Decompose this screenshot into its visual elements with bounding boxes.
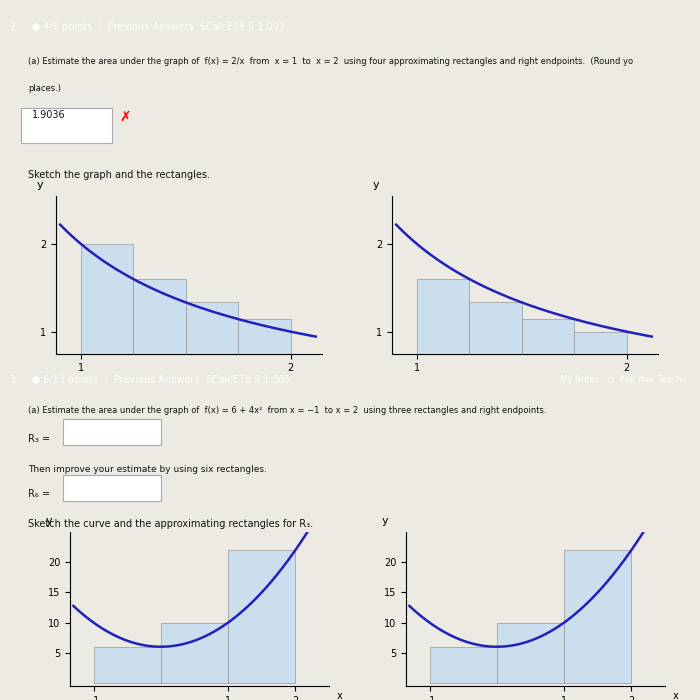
Bar xyxy=(574,332,626,419)
FancyBboxPatch shape xyxy=(63,475,161,501)
Text: 1.9036: 1.9036 xyxy=(32,110,65,120)
Text: 3.    ● 6/13 points  |  Previous Answers  SCalcET8 5.1.005.: 3. ● 6/13 points | Previous Answers SCal… xyxy=(10,374,295,385)
Y-axis label: y: y xyxy=(382,516,389,526)
Bar xyxy=(228,550,295,683)
Bar xyxy=(186,302,238,419)
Bar xyxy=(238,319,290,419)
Text: Sketch the graph and the rectangles.: Sketch the graph and the rectangles. xyxy=(28,170,210,180)
Text: R₆ =: R₆ = xyxy=(28,489,50,499)
Bar xyxy=(94,647,161,683)
Text: places.): places.) xyxy=(28,84,61,93)
Text: (a) Estimate the area under the graph of  f(x) = 2/x  from  x = 1  to  x = 2  us: (a) Estimate the area under the graph of… xyxy=(28,57,633,66)
Bar xyxy=(497,622,564,683)
Y-axis label: y: y xyxy=(36,180,43,190)
Text: My Notes   ○  Ask Your Teache: My Notes ○ Ask Your Teache xyxy=(560,375,687,384)
Text: 2.    ● 4/6 points  |  Previous Answers  SCalcET8 5.1.003.: 2. ● 4/6 points | Previous Answers SCalc… xyxy=(10,21,288,32)
Y-axis label: y: y xyxy=(46,516,52,526)
Bar xyxy=(81,244,134,419)
Text: Then improve your estimate by using six rectangles.: Then improve your estimate by using six … xyxy=(28,465,267,474)
Bar xyxy=(564,550,631,683)
FancyBboxPatch shape xyxy=(21,108,112,143)
Text: Sketch the curve and the approximating rectangles for R₃.: Sketch the curve and the approximating r… xyxy=(28,519,313,529)
Text: (a) Estimate the area under the graph of  f(x) = 6 + 4x²  from x = −1  to x = 2 : (a) Estimate the area under the graph of… xyxy=(28,407,547,415)
Bar xyxy=(417,279,470,419)
X-axis label: x: x xyxy=(337,691,342,700)
FancyBboxPatch shape xyxy=(63,419,161,445)
X-axis label: x: x xyxy=(673,691,678,700)
Text: ✗: ✗ xyxy=(119,110,131,124)
Bar xyxy=(134,279,186,419)
Bar xyxy=(522,319,574,419)
Y-axis label: y: y xyxy=(372,180,379,190)
Bar xyxy=(430,647,497,683)
Bar xyxy=(161,622,228,683)
Text: R₃ =: R₃ = xyxy=(28,433,50,444)
Bar xyxy=(470,302,522,419)
